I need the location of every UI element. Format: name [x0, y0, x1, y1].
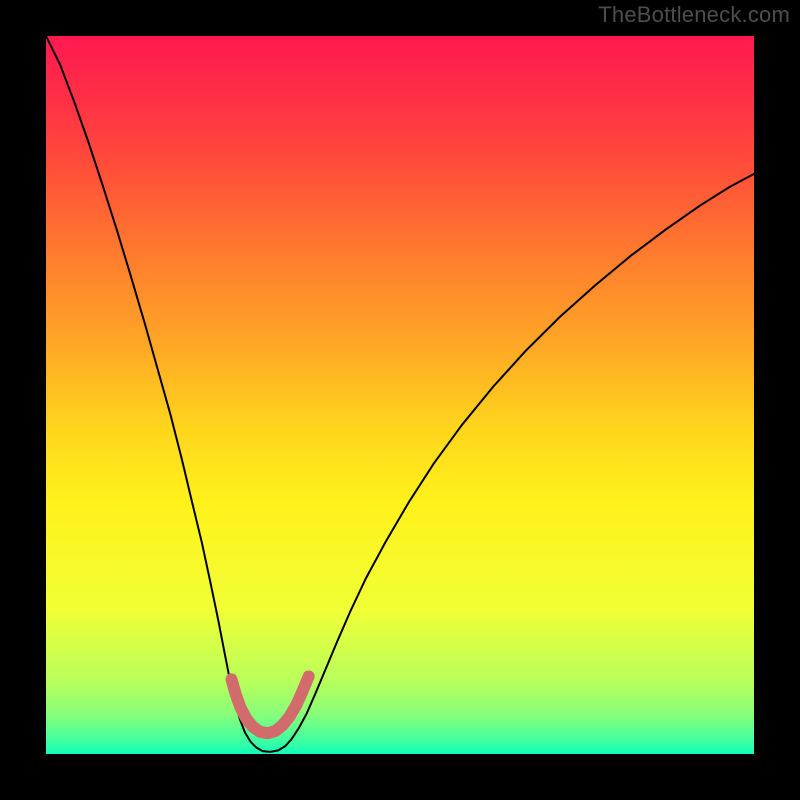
plot-area	[46, 36, 754, 754]
gradient-background	[46, 36, 754, 754]
figure-canvas: TheBottleneck.com	[0, 0, 800, 800]
watermark-text: TheBottleneck.com	[598, 2, 790, 28]
plot-svg	[46, 36, 754, 754]
